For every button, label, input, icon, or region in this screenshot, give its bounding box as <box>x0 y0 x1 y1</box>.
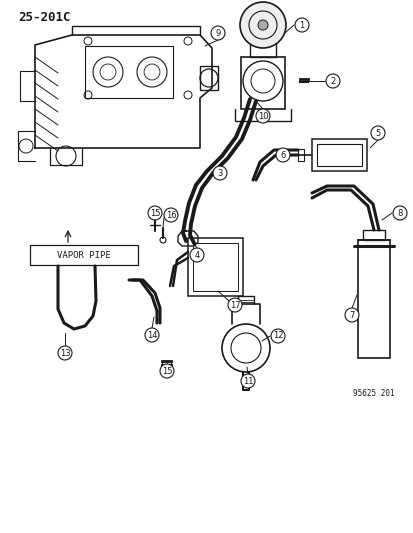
Bar <box>199 66 218 90</box>
Text: 15: 15 <box>161 367 172 376</box>
Circle shape <box>147 206 161 220</box>
Bar <box>30 245 138 265</box>
Text: 10: 10 <box>257 111 268 120</box>
Text: 14: 14 <box>146 330 157 340</box>
Circle shape <box>370 126 384 140</box>
Text: 16: 16 <box>165 211 176 220</box>
Circle shape <box>58 346 72 360</box>
Circle shape <box>255 109 269 123</box>
Text: 7: 7 <box>349 311 354 319</box>
Circle shape <box>240 2 285 48</box>
Circle shape <box>190 248 204 262</box>
Bar <box>249 39 275 57</box>
Text: 17: 17 <box>229 301 240 310</box>
Circle shape <box>228 298 242 312</box>
Bar <box>311 139 366 171</box>
Text: 9: 9 <box>215 28 220 37</box>
Text: 13: 13 <box>59 349 70 358</box>
Circle shape <box>257 20 267 30</box>
Circle shape <box>240 374 254 388</box>
Circle shape <box>212 166 226 180</box>
Text: 25-201C: 25-201C <box>18 11 70 24</box>
Text: 5: 5 <box>375 128 380 138</box>
Text: VAPOR PIPE: VAPOR PIPE <box>57 251 111 260</box>
Text: 6: 6 <box>280 150 285 159</box>
Text: 95625 201: 95625 201 <box>353 389 394 398</box>
Circle shape <box>392 206 406 220</box>
Bar <box>362 230 384 240</box>
Circle shape <box>164 208 178 222</box>
Circle shape <box>159 364 173 378</box>
Bar <box>188 238 242 296</box>
Text: 2: 2 <box>330 77 335 85</box>
Circle shape <box>271 329 284 343</box>
Text: 3: 3 <box>217 168 222 177</box>
Circle shape <box>211 26 224 40</box>
Bar <box>357 240 389 358</box>
Circle shape <box>294 18 308 32</box>
Text: 8: 8 <box>396 208 402 217</box>
Circle shape <box>344 308 358 322</box>
Circle shape <box>275 148 289 162</box>
Bar <box>192 243 237 291</box>
Text: 15: 15 <box>150 208 160 217</box>
Circle shape <box>145 328 159 342</box>
Text: 11: 11 <box>242 376 253 385</box>
Bar <box>240 57 284 109</box>
Bar <box>85 46 173 98</box>
Text: 1: 1 <box>299 20 304 29</box>
Bar <box>297 149 303 161</box>
Circle shape <box>325 74 339 88</box>
Bar <box>316 144 361 166</box>
Text: 12: 12 <box>272 332 282 341</box>
Text: 4: 4 <box>194 251 199 260</box>
